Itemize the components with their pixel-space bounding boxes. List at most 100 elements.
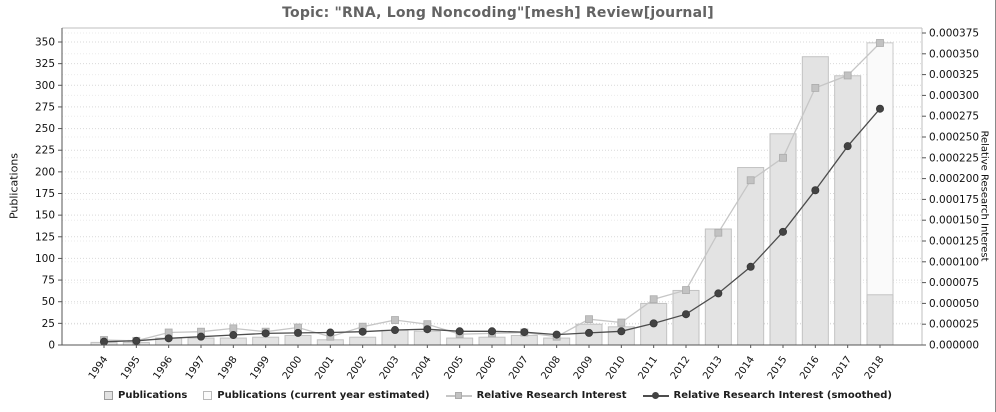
x-tick-label: 1996 [152,354,176,381]
right-tick-label: 0.000225 [929,152,979,164]
rri-series-marker [229,324,238,333]
right-tick-label: 0.000175 [929,194,979,206]
rri-series-marker [391,316,399,324]
estimated-publications-swatch-icon [203,391,213,400]
x-tick-label: 2001 [313,354,337,381]
legend-item-publications-estimated: Publications (current year estimated) [203,390,430,401]
right-tick-label: 0.000275 [929,111,979,123]
x-tick-label: 1995 [119,354,143,381]
x-tick-label: 2014 [734,354,758,381]
x-tick-label: 2006 [475,354,499,381]
publications-bar [769,133,797,346]
publications-bar [219,337,247,346]
x-tick-label: 2017 [831,354,855,381]
x-tick-label: 2003 [378,354,402,381]
publications-bar [413,330,441,346]
x-tick-label: 2009 [572,354,596,381]
legend-item-rri-smoothed: Relative Research Interest (smoothed) [642,390,893,401]
x-tick-label: 2016 [798,354,822,381]
x-tick-label: 1994 [87,354,111,381]
publications-bar [446,337,474,346]
rri-smoothed-series-marker [487,327,496,336]
publications-bar [252,336,280,346]
right-tick-label: 0.000250 [929,132,979,144]
x-tick-label: 1999 [249,354,273,381]
rri-smoothed-series-marker [229,331,238,340]
publications-bar [510,334,538,346]
rri-smoothed-series-marker [649,319,658,328]
rri-series-marker [714,228,723,237]
left-tick-label: 0 [48,340,55,352]
left-tick-label: 275 [35,101,55,113]
publications-bar [478,336,506,346]
publications-bar [349,336,377,346]
right-tick-label: 0.000050 [929,298,979,310]
left-tick-label: 125 [35,231,55,243]
right-tick-label: 0.000075 [929,277,979,289]
right-tick-label: 0.000025 [929,319,979,331]
rri-smoothed-series-marker [423,325,432,334]
rri-series-marker [779,153,787,162]
rri-smoothed-series-marker [326,328,335,337]
axis-ticks-and-labels: 0 25 50 75 100 125 150 175 200 225 250 275 300 325 350… [35,28,979,382]
rri-smoothed-series-marker [164,334,173,343]
legend-label: Relative Research Interest (smoothed) [673,390,893,401]
x-tick-label: 2015 [766,354,790,381]
rri-smoothed-series-marker [196,332,205,341]
rri-smoothed-series-marker [293,328,302,337]
rri-smoothed-line-swatch-icon [642,391,669,400]
left-tick-label: 150 [35,210,55,222]
right-tick-label: 0.000350 [929,48,979,60]
right-tick-label: 0.000125 [929,236,979,248]
rri-smoothed-circle-marker-icon [651,392,659,399]
left-tick-label: 25 [42,318,55,330]
right-tick-label: 0.000150 [929,215,979,227]
x-tick-label: 2005 [443,354,467,381]
rri-smoothed-series-marker [843,142,852,151]
left-tick-label: 350 [35,37,55,49]
x-tick-label: 2010 [604,354,628,381]
legend-label: Publications [118,390,188,401]
rri-series-marker [585,315,593,324]
left-tick-label: 250 [35,123,55,135]
rri-smoothed-series-marker [261,329,270,338]
rri-smoothed-series [100,104,885,346]
rri-smoothed-series-marker [714,289,723,298]
right-tick-label: 0.000375 [929,28,979,40]
right-tick-label: 0.000200 [929,173,979,185]
rri-smoothed-series-marker [682,310,691,319]
rri-smoothed-series-marker [390,326,399,335]
rri-smoothed-series-marker [779,227,788,236]
left-tick-label: 75 [42,275,55,287]
rri-series-marker [811,84,820,92]
right-tick-label: 0.000100 [929,256,979,268]
rri-smoothed-series-marker [617,327,626,336]
rri-smoothed-series-marker [455,327,464,336]
rri-smoothed-series-marker [746,262,755,271]
publications-bar [834,75,862,346]
legend-item-rri: Relative Research Interest [445,390,627,401]
x-tick-label: 1997 [184,354,208,381]
rri-series-marker [682,286,690,294]
rri-smoothed-series-marker [552,330,561,339]
x-tick-label: 2007 [507,354,531,381]
rri-smoothed-series-marker [100,337,109,346]
left-tick-label: 200 [35,166,55,178]
left-tick-label: 325 [35,58,55,70]
left-tick-label: 300 [35,80,55,92]
rri-square-marker-icon [454,392,462,399]
right-tick-label: 0.000000 [929,340,979,352]
left-tick-label: 100 [35,253,55,265]
x-tick-label: 2008 [540,354,564,381]
x-tick-label: 2013 [701,354,725,381]
legend-label: Relative Research Interest [476,390,627,401]
x-tick-label: 2004 [410,354,434,381]
gridlines [62,32,922,325]
legend-item-publications: Publications [104,390,187,401]
publications-bar-actual-portion [866,294,894,346]
publications-swatch-icon [104,391,113,400]
rri-smoothed-series-marker [585,328,594,337]
rri-smoothed-series-marker [876,104,885,113]
